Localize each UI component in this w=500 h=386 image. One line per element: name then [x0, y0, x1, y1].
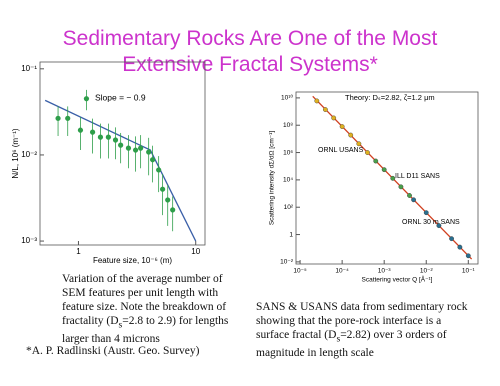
data-point	[457, 244, 463, 250]
data-point	[65, 115, 71, 121]
series-label: ILL D11 SANS	[395, 173, 440, 180]
caption-text: =2.82) over 3 orders of magnitude in len…	[256, 329, 447, 360]
title-line: Extensive Fractal Systems*	[122, 53, 378, 76]
x-tick-label: 10	[191, 247, 200, 256]
x-tick-label: 10⁻³	[378, 268, 392, 275]
data-point	[322, 107, 328, 112]
y-tick-label: 10⁻²	[21, 150, 37, 159]
y-tick-label: 10¹⁰	[281, 94, 293, 102]
data-point	[339, 124, 345, 129]
slide-title: Sedimentary Rocks Are One of the Most Ext…	[0, 26, 500, 78]
data-point	[138, 145, 144, 151]
x-tick-label: 10⁻¹	[462, 268, 476, 275]
data-point	[97, 134, 104, 140]
data-point	[156, 167, 162, 173]
data-point	[407, 193, 412, 198]
annotation: Theory: Dₛ=2.82, ζ=1.2 μm	[345, 93, 435, 102]
y-tick-label: 10²	[284, 204, 294, 211]
data-point	[411, 197, 416, 203]
data-point	[125, 145, 132, 151]
caption-text: Variation of the average number of SEM f…	[62, 273, 227, 327]
charts: 1 10 10⁻³ 10⁻² 10⁻¹ Feature size, 10⁻⁶ (m) N/L…	[11, 61, 479, 284]
x-axis-label: Scattering vector Q [Å⁻¹]	[362, 275, 433, 284]
y-tick-label: 1	[289, 231, 293, 238]
caption-sub: s	[336, 333, 341, 345]
y-tick-label: 10⁶	[283, 149, 293, 156]
data-point	[118, 142, 124, 148]
y-axis-label: N/L, 10⁶ (m⁻¹)	[11, 128, 20, 179]
y-tick-label: 10⁻³	[21, 236, 37, 245]
right-caption: SANS & USANS data from sedimentary rock …	[256, 300, 476, 360]
data-point	[170, 207, 176, 213]
data-point	[331, 115, 337, 121]
data-point	[150, 157, 156, 163]
x-tick-label: 10⁻²	[420, 268, 434, 275]
data-point	[77, 127, 84, 133]
x-tick-label: 1	[76, 247, 81, 256]
caption-text: =2.8 to 2.9) for lengths larger than 4 m…	[62, 315, 229, 346]
data-point	[373, 158, 379, 164]
data-point	[89, 129, 96, 135]
data-point	[160, 186, 166, 192]
data-point	[390, 175, 396, 181]
fit-line	[44, 99, 197, 242]
plot-frame	[39, 61, 206, 246]
data-point	[398, 184, 404, 190]
y-tick-label: 10⁻¹	[21, 64, 37, 73]
y-tick-label: 10⁻²	[280, 259, 294, 266]
data-point	[112, 137, 119, 143]
y-tick-label: 10⁴	[283, 177, 293, 184]
data-point	[449, 236, 454, 242]
data-point	[381, 167, 387, 173]
y-tick-label: 10⁸	[283, 122, 293, 129]
data-point	[356, 141, 362, 147]
data-point	[348, 132, 354, 138]
annotation: Slope = − 0.9	[95, 92, 146, 102]
title-line: Sedimentary Rocks Are One of the Most	[62, 27, 438, 50]
data-point	[146, 149, 152, 155]
data-point	[423, 210, 429, 216]
data-point	[165, 197, 171, 203]
data-point	[105, 134, 111, 140]
series-label: ORNL USANS	[318, 147, 364, 154]
data-point	[465, 253, 471, 259]
data-point	[314, 98, 320, 104]
data-point	[365, 150, 370, 155]
x-tick-label: 10⁻⁵	[293, 268, 307, 275]
series-label: ORNL 30 m SANS	[402, 219, 460, 226]
y-axis-label: Scattering intensity dΣ/dΩ [cm⁻¹]	[269, 131, 276, 226]
data-point	[436, 223, 442, 229]
footnote: *A. P. Radlinski (Austr. Geo. Survey)	[26, 345, 200, 357]
x-tick-label: 10⁻⁴	[335, 268, 349, 275]
left-caption: Variation of the average number of SEM f…	[62, 272, 247, 346]
caption-sub: s	[118, 319, 123, 331]
x-axis-label: Feature size, 10⁻⁶ (m)	[93, 256, 172, 265]
data-point	[55, 115, 61, 121]
caption-text: SANS & USANS data from sedimentary rock …	[256, 301, 468, 341]
data-point	[132, 147, 139, 153]
data-point	[83, 96, 90, 102]
plot-frame	[295, 91, 479, 265]
